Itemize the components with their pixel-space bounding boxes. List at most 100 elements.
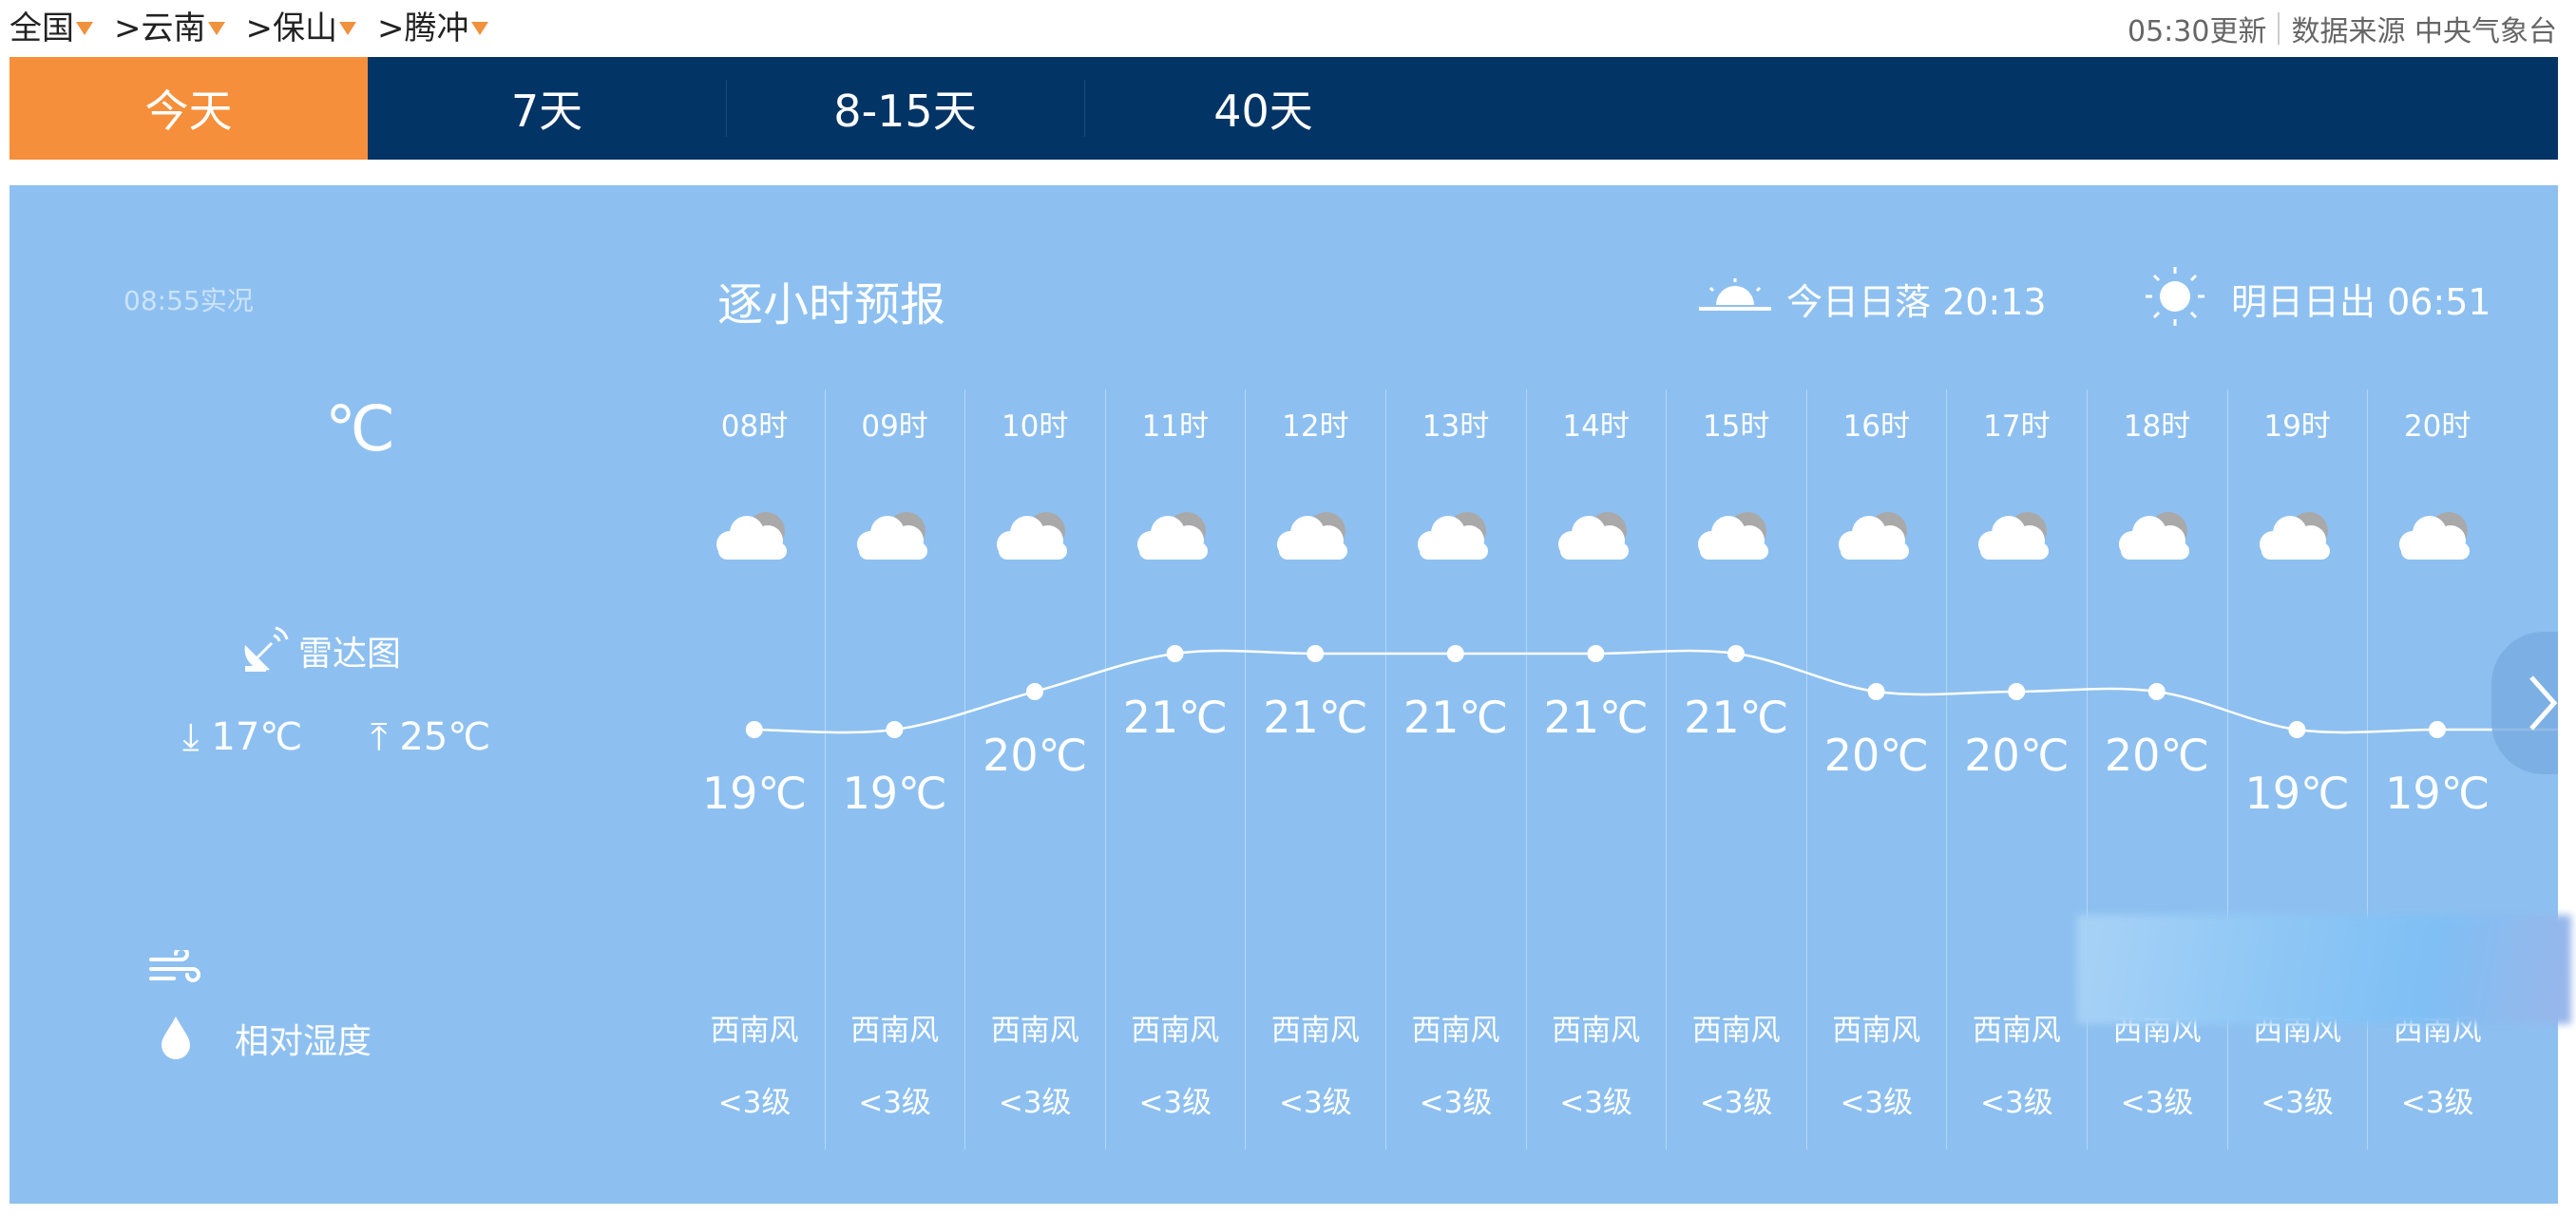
hour-label: 17时 — [1983, 409, 2051, 444]
observed-time: 08:55实况 — [124, 285, 254, 316]
tab-7-days[interactable]: 7天 — [510, 86, 583, 137]
cloud-icon — [1418, 512, 1488, 560]
temperature-label: 19℃ — [842, 768, 947, 819]
temperature-point — [2429, 721, 2446, 738]
arrow-down-icon: ⤓ — [182, 715, 200, 759]
temperature-label: 19℃ — [2385, 768, 2490, 819]
update-time: 05:30更新 — [2127, 15, 2267, 48]
sunset-time: 今日日落 20:13 — [1786, 281, 2047, 323]
temperature-label: 21℃ — [1684, 692, 1789, 743]
wind-level: <3级 — [717, 1086, 792, 1120]
wind-direction: 西南风 — [1832, 1014, 1921, 1048]
radar-link[interactable]: 雷达图 — [238, 624, 401, 677]
crumb-label: 全国 — [10, 9, 74, 48]
chevron-right-icon — [2529, 675, 2558, 731]
hour-column — [1805, 390, 1947, 1150]
temperature-label: 21℃ — [1122, 692, 1228, 743]
humidity-label[interactable]: 相对湿度 — [235, 1022, 372, 1061]
section-title: 逐小时预报 — [717, 278, 946, 332]
temperature-point — [1867, 683, 1885, 700]
temperature-point — [1026, 683, 1043, 700]
cloud-icon — [1838, 512, 1909, 560]
hour-column — [824, 390, 965, 1150]
temperature-label: 21℃ — [1543, 692, 1649, 743]
temperature-curve — [745, 645, 2558, 738]
wind-level: <3级 — [2120, 1086, 2194, 1120]
hour-label: 08时 — [720, 409, 789, 444]
wind-level: <3级 — [2261, 1086, 2334, 1120]
temperature-point — [745, 721, 763, 738]
hour-column — [2226, 390, 2368, 1150]
wind-level: <3级 — [1699, 1086, 1773, 1120]
hour-label: 09时 — [861, 409, 928, 444]
wind-level: <3级 — [1279, 1086, 1352, 1120]
wind-direction: 西南风 — [1552, 1014, 1641, 1048]
temperature-label: 20℃ — [1823, 730, 1929, 781]
hour-label: 10时 — [1001, 409, 1069, 444]
wind-level: <3级 — [1980, 1086, 2053, 1120]
wind-level: <3级 — [998, 1086, 1072, 1120]
forecast-tabs: 今天 7天 8-15天 40天 — [10, 57, 2558, 160]
next-hours-button[interactable] — [2491, 632, 2558, 774]
wind-level: <3级 — [2400, 1086, 2474, 1120]
temperature-point — [1307, 645, 1325, 662]
cloud-icon — [2399, 512, 2471, 560]
hour-column — [1245, 390, 1385, 1150]
temperature-point — [1587, 645, 1605, 662]
hour-label: 15时 — [1702, 409, 1770, 444]
hour-label: 13时 — [1422, 409, 1490, 444]
unit-label: ℃ — [325, 392, 396, 466]
sunset-icon — [1699, 278, 1771, 311]
wind-direction: 西南风 — [710, 1014, 799, 1048]
temperature-label: 21℃ — [1402, 692, 1509, 743]
temperature-point — [2008, 683, 2026, 700]
hour-column — [1104, 390, 1246, 1150]
cloud-icon — [997, 512, 1068, 560]
temperature-point — [2288, 721, 2306, 738]
breadcrumb-city[interactable]: >保山 — [245, 2, 356, 48]
wind-icon — [149, 950, 200, 982]
tab-8-15-days[interactable]: 8-15天 — [726, 57, 1084, 160]
hour-label: 12时 — [1282, 409, 1349, 444]
dropdown-arrow-icon — [76, 22, 93, 35]
hour-label: 18时 — [2123, 409, 2191, 444]
breadcrumb-country[interactable]: 全国 — [10, 2, 93, 48]
temperature-line — [754, 649, 2558, 734]
cloud-icon — [1978, 512, 2050, 560]
max-temp: ⤒ 25℃ — [371, 715, 490, 759]
humidity-drop-icon — [162, 1016, 190, 1059]
breadcrumb-county[interactable]: >腾冲 — [377, 2, 488, 48]
hour-label: 20时 — [2403, 409, 2471, 444]
min-temp: ⤓ 17℃ — [182, 715, 302, 759]
temperature-label: 19℃ — [2244, 768, 2350, 819]
radar-label: 雷达图 — [298, 635, 402, 674]
crumb-label: >云南 — [114, 9, 206, 48]
hour-label: 19时 — [2263, 409, 2331, 444]
wind-direction: 西南风 — [1270, 1014, 1360, 1048]
cloud-icon — [2119, 512, 2189, 560]
hour-column — [2087, 390, 2227, 1150]
wind-level: <3级 — [1840, 1086, 1914, 1120]
wind-direction: 西南风 — [1972, 1014, 2061, 1048]
wind-direction: 西南风 — [850, 1014, 940, 1048]
crumb-label: >保山 — [245, 9, 338, 48]
wind-level: <3级 — [1559, 1086, 1632, 1120]
cloud-icon — [1277, 512, 1348, 560]
temperature-point — [1166, 645, 1184, 662]
sunrise-time: 明日日出 06:51 — [2231, 281, 2491, 323]
cloud-icon — [1136, 512, 1208, 560]
tab-40-days[interactable]: 40天 — [1084, 57, 1442, 160]
breadcrumb-province[interactable]: >云南 — [114, 2, 225, 48]
hourly-forecast-panel: 08:55实况 逐小时预报 今日日落 20:13 明日日出 06:51 ℃ 雷达… — [10, 185, 2558, 1204]
wind-direction: 西南风 — [1411, 1014, 1500, 1048]
wind-level: <3级 — [858, 1086, 931, 1120]
wind-direction: 西南风 — [990, 1014, 1079, 1048]
sunrise-icon — [2146, 267, 2204, 326]
update-info: 05:30更新 数据来源 中央气象台 — [2128, 8, 2557, 49]
hour-label: 11时 — [1141, 409, 1210, 444]
temperature-point — [2147, 683, 2166, 700]
hour-label: 16时 — [1842, 409, 1911, 444]
breadcrumb: 全国 >云南 >保山 >腾冲 — [10, 2, 509, 48]
tab-today[interactable]: 今天 — [10, 57, 368, 160]
hour-column — [1946, 390, 2087, 1150]
